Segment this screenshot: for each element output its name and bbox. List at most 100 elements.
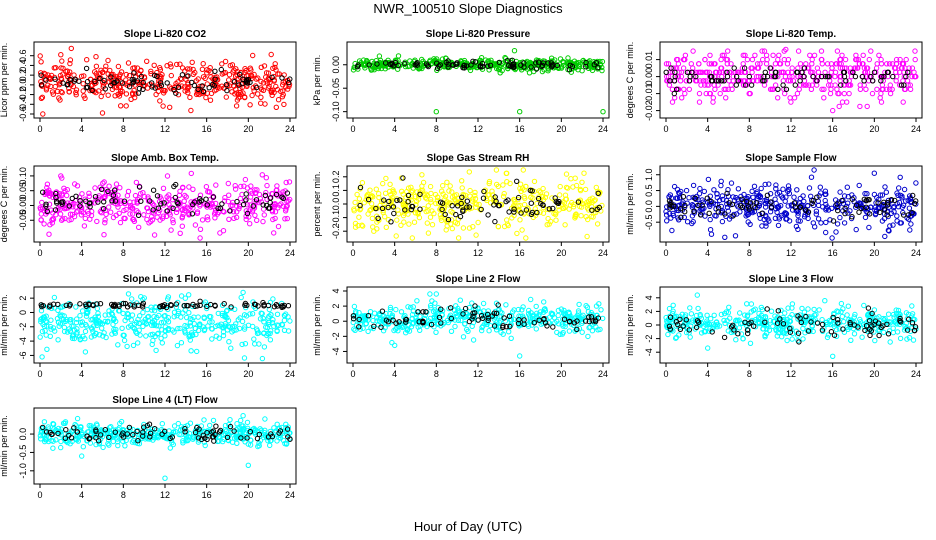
data-point (275, 223, 282, 230)
data-point (206, 313, 213, 320)
data-point (108, 82, 114, 89)
data-point (252, 212, 258, 219)
data-point (506, 209, 512, 215)
data-point (472, 306, 479, 312)
data-point (845, 210, 851, 216)
data-point (69, 195, 76, 202)
data-point (50, 301, 57, 307)
data-point (838, 300, 845, 307)
data-point (442, 211, 448, 218)
data-point (381, 197, 387, 203)
data-point (268, 51, 274, 58)
data-point (170, 217, 176, 223)
x-tick-label: 12 (786, 248, 796, 258)
data-point (538, 201, 544, 207)
data-point (124, 343, 130, 350)
data-point (759, 48, 765, 54)
data-point (764, 306, 770, 312)
data-point (261, 344, 268, 350)
data-point (274, 311, 281, 317)
data-point (67, 328, 73, 334)
data-point (242, 66, 248, 72)
data-point (386, 198, 392, 205)
data-point (82, 328, 89, 335)
data-point (682, 202, 688, 209)
data-point (199, 83, 206, 89)
data-point (230, 209, 237, 215)
data-point (762, 334, 768, 340)
data-point (775, 330, 781, 336)
x-tick-label: 4 (705, 124, 710, 134)
outlier-point (68, 45, 75, 52)
data-point (676, 86, 682, 93)
data-point (875, 200, 881, 206)
data-point (475, 219, 481, 226)
data-point (37, 53, 43, 59)
data-point (695, 202, 701, 209)
data-point (824, 334, 831, 341)
data-point (448, 208, 454, 215)
data-point (518, 210, 524, 216)
data-point (780, 78, 786, 84)
data-point (762, 204, 769, 210)
data-point (806, 82, 812, 88)
data-point (393, 306, 399, 313)
data-point (121, 207, 127, 214)
y-axis-label: ml/min per min. (0, 294, 9, 356)
x-tick-label: 12 (786, 369, 796, 379)
data-point (668, 65, 674, 71)
data-point (67, 211, 74, 217)
data-point (552, 57, 558, 63)
data-point (724, 61, 730, 67)
data-point (695, 305, 701, 312)
data-point (466, 318, 473, 325)
data-point (287, 196, 293, 203)
data-point (838, 309, 844, 315)
data-point (252, 187, 258, 193)
data-point (73, 304, 79, 310)
data-point (204, 204, 210, 210)
data-point (566, 319, 573, 325)
data-point (417, 206, 423, 212)
data-point (718, 311, 725, 318)
data-point (148, 68, 154, 75)
data-point (404, 327, 410, 333)
data-point (43, 77, 49, 83)
data-point (789, 65, 795, 71)
data-point (58, 65, 64, 71)
data-point (160, 303, 167, 309)
data-point (905, 197, 911, 204)
data-point (792, 82, 798, 88)
data-point (744, 210, 750, 216)
data-point (564, 59, 570, 65)
data-point (272, 209, 279, 215)
data-point (868, 73, 874, 80)
data-point (363, 321, 369, 327)
data-point (109, 301, 115, 308)
data-point (576, 325, 583, 332)
data-point (131, 70, 137, 76)
data-point (129, 205, 135, 211)
data-point (415, 324, 421, 330)
data-point (579, 314, 585, 320)
data-point (809, 200, 815, 207)
data-point (409, 235, 415, 241)
data-point (175, 92, 182, 98)
data-point (675, 321, 681, 328)
data-point (784, 61, 791, 67)
data-point (188, 348, 194, 354)
data-point (588, 204, 595, 210)
data-point (738, 69, 744, 76)
data-point (540, 185, 546, 192)
data-point (519, 227, 525, 233)
data-point (763, 61, 770, 67)
data-point (100, 180, 106, 186)
data-point (600, 315, 606, 322)
data-point (152, 85, 158, 91)
data-point (893, 56, 900, 63)
data-point (239, 318, 246, 325)
data-point (592, 317, 598, 323)
data-point (572, 175, 578, 181)
data-point (402, 60, 408, 67)
